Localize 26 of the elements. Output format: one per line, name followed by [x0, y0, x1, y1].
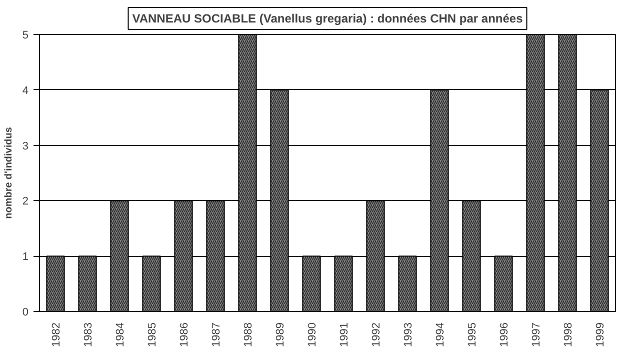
x-tick-label: 1999 — [594, 322, 606, 347]
x-tick-label: 1995 — [466, 322, 478, 347]
x-tick-label: 1994 — [434, 322, 446, 347]
x-tick-label: 1987 — [210, 322, 222, 347]
x-tick-label: 1984 — [114, 322, 126, 347]
x-tick-label: 1992 — [370, 322, 382, 347]
y-tick-label: 5 — [22, 30, 29, 42]
y-tick-label: 0 — [22, 306, 29, 318]
x-tick-label: 1998 — [562, 322, 574, 347]
x-tick-label: 1985 — [146, 322, 158, 347]
x-tick-label: 1989 — [274, 322, 286, 347]
chart-title: VANNEAU SOCIABLE (Vanellus gregaria) : données CHN par années — [132, 12, 524, 26]
x-tick-label: 1991 — [338, 322, 350, 347]
y-tick-label: 3 — [22, 140, 29, 152]
y-axis-title: nombre d'individus — [3, 126, 14, 219]
x-tick-label: 1993 — [402, 322, 414, 347]
y-tick-label: 4 — [22, 84, 29, 97]
y-tick-label: 2 — [22, 196, 29, 208]
x-tick-label: 1997 — [530, 322, 542, 347]
x-tick-label: 1982 — [50, 322, 62, 347]
x-tick-label: 1983 — [82, 322, 94, 347]
y-tick-label: 1 — [22, 251, 29, 264]
x-tick-label: 1996 — [498, 322, 510, 347]
x-tick-label: 1988 — [242, 322, 254, 347]
x-tick-label: 1986 — [178, 322, 190, 347]
x-tick-label: 1990 — [306, 322, 318, 347]
